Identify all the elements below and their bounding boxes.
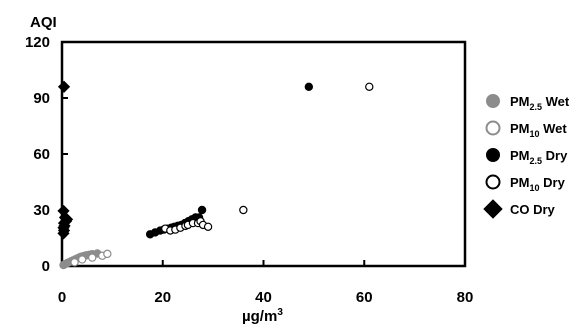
plot-frame (60, 40, 467, 268)
x-axis-title: µg/m3 (242, 307, 283, 325)
y-tick-label: 60 (33, 146, 50, 163)
x-tick-label: 40 (255, 289, 272, 306)
y-tick-label: 30 (33, 202, 50, 219)
legend-marker (485, 174, 501, 190)
legend-marker (485, 120, 501, 136)
pm10-wet-point (103, 249, 112, 259)
pm10-dry-point (365, 82, 374, 92)
y-tick-label: 120 (25, 34, 50, 51)
pm25-dry-point (304, 82, 314, 92)
pm10-wet-point (88, 253, 97, 262)
y-axis-ticks: 0 30 60 90 120 (25, 34, 68, 275)
legend-marker (483, 199, 503, 219)
legend-marker (486, 148, 500, 162)
y-tick-label: 0 (42, 258, 50, 275)
y-axis-title: AQI (30, 14, 57, 31)
pm10-dry-point (203, 222, 213, 231)
pm10-wet-point (77, 255, 87, 264)
data-points (57, 80, 374, 270)
y-tick-label: 90 (33, 90, 50, 107)
pm10-wet-point (70, 258, 79, 267)
co-dry-point (57, 80, 71, 93)
x-tick-label: 60 (356, 289, 373, 306)
legend-marker (486, 94, 500, 108)
x-tick-label: 0 (58, 289, 66, 306)
x-tick-label: 20 (154, 289, 171, 306)
legend: PM2.5 Wet PM10 Wet PM2.5 Dry PM10 Dry CO Dry (483, 94, 570, 219)
legend-label: PM2.5 Dry (510, 148, 568, 166)
pm10-dry-point (239, 205, 248, 215)
legend-label: CO Dry (510, 202, 556, 217)
legend-label: PM10 Wet (510, 121, 567, 139)
pm25-dry-point (197, 205, 207, 215)
co-dry-point (57, 204, 70, 218)
legend-label: PM2.5 Wet (510, 94, 570, 112)
x-tick-label: 80 (457, 289, 474, 306)
legend-label: PM10 Dry (510, 175, 566, 193)
